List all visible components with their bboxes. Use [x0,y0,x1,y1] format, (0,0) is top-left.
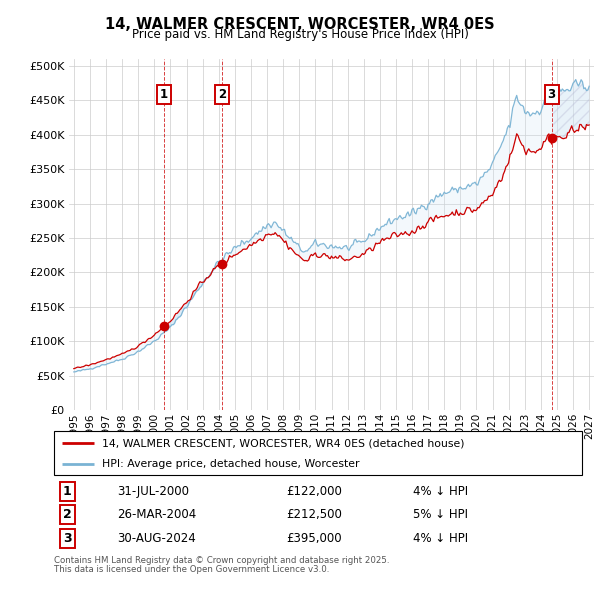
Text: This data is licensed under the Open Government Licence v3.0.: This data is licensed under the Open Gov… [54,565,329,574]
Text: 26-MAR-2004: 26-MAR-2004 [118,508,197,522]
Text: 14, WALMER CRESCENT, WORCESTER, WR4 0ES: 14, WALMER CRESCENT, WORCESTER, WR4 0ES [105,17,495,31]
Text: 3: 3 [63,532,71,545]
Text: Contains HM Land Registry data © Crown copyright and database right 2025.: Contains HM Land Registry data © Crown c… [54,556,389,565]
Text: HPI: Average price, detached house, Worcester: HPI: Average price, detached house, Worc… [101,459,359,469]
Text: 2: 2 [63,508,71,522]
Text: 2: 2 [218,88,227,101]
Text: 4% ↓ HPI: 4% ↓ HPI [413,484,468,498]
Text: Price paid vs. HM Land Registry's House Price Index (HPI): Price paid vs. HM Land Registry's House … [131,28,469,41]
Text: £212,500: £212,500 [286,508,342,522]
Text: 4% ↓ HPI: 4% ↓ HPI [413,532,468,545]
Text: 3: 3 [548,88,556,101]
Text: 1: 1 [63,484,71,498]
Text: £122,000: £122,000 [286,484,342,498]
Text: 31-JUL-2000: 31-JUL-2000 [118,484,190,498]
Text: 1: 1 [160,88,168,101]
Text: 30-AUG-2024: 30-AUG-2024 [118,532,196,545]
Text: 14, WALMER CRESCENT, WORCESTER, WR4 0ES (detached house): 14, WALMER CRESCENT, WORCESTER, WR4 0ES … [101,438,464,448]
FancyBboxPatch shape [54,431,582,475]
Text: 5% ↓ HPI: 5% ↓ HPI [413,508,468,522]
Text: £395,000: £395,000 [286,532,342,545]
